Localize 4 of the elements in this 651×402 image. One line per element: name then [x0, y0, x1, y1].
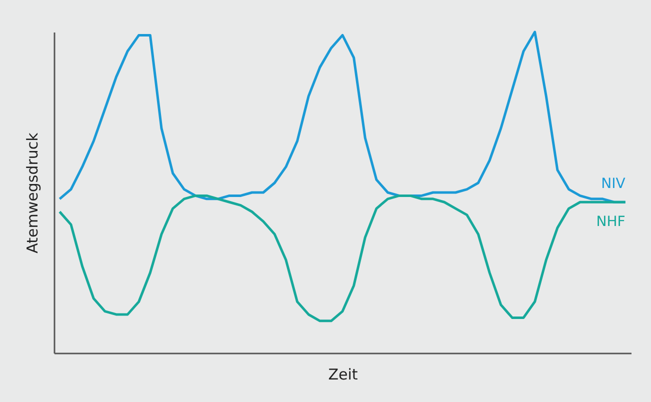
x-axis-title: Zeit [328, 366, 358, 384]
y-axis-title: Atemwegsdruck [24, 132, 42, 254]
series-label: NHF [596, 214, 626, 230]
series-label: NIV [601, 176, 626, 192]
